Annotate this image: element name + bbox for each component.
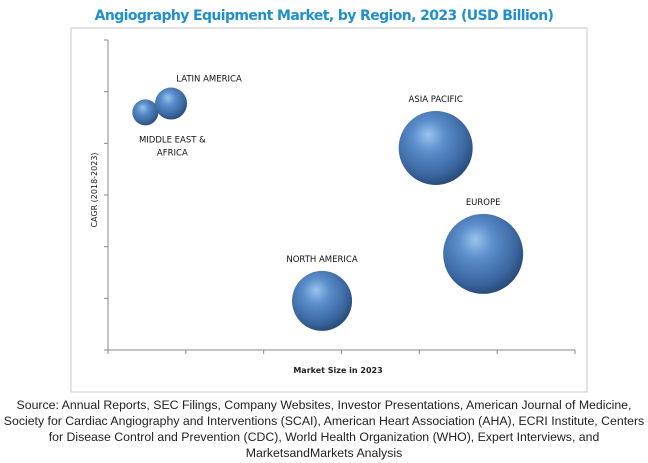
y-axis-label: CAGR (2018-2023) <box>90 152 99 227</box>
bubble-label: LATIN AMERICA <box>176 75 242 85</box>
chart-title: Angiography Equipment Market, by Region,… <box>94 8 554 24</box>
bubble-label: ASIA PACIFIC <box>409 95 463 105</box>
bubble-asia-pacific <box>398 110 473 185</box>
bubble-label: MIDDLE EAST & <box>139 135 206 145</box>
bubble-label: AFRICA <box>157 148 188 158</box>
bubble-label: NORTH AMERICA <box>286 255 357 265</box>
bubble-middle-east-africa <box>132 99 159 126</box>
bubble-label: EUROPE <box>466 198 501 208</box>
bubble-latin-america <box>155 87 188 120</box>
source-note: Source: Annual Reports, SEC Filings, Com… <box>3 398 645 460</box>
x-axis-label: Market Size in 2023 <box>293 366 382 375</box>
bubble-europe <box>443 213 524 294</box>
bubble-north-america <box>292 270 353 331</box>
bubble-chart: CAGR (2018-2023) Market Size in 2023 MID… <box>70 27 588 393</box>
chart-frame <box>70 27 588 393</box>
